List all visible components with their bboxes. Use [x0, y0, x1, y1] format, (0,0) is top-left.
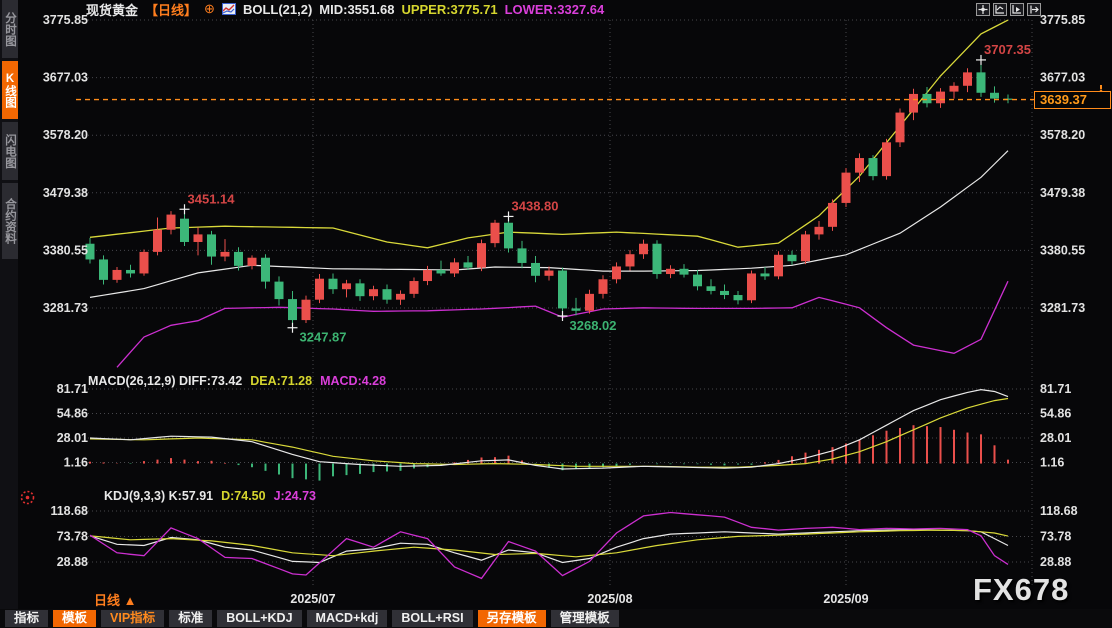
axis-tick-label: 81.71: [1040, 382, 1071, 396]
axis-tick-label: 28.01: [1040, 431, 1071, 445]
chart-header: 现货黄金 【日线】 ⊕ BOLL(21,2) MID:3551.68 UPPER…: [86, 1, 605, 18]
toolbar-button-1[interactable]: 指标: [5, 610, 49, 627]
axis-tick-label: 3479.38: [43, 186, 88, 200]
toolbar-button-3[interactable]: VIP指标: [101, 610, 165, 627]
axis-tick-label: 3677.03: [1040, 71, 1085, 85]
kdj-d-value: D:74.50: [221, 489, 266, 503]
sidebar-tab-2[interactable]: K线图: [2, 61, 18, 119]
x-axis-month-label: 2025/09: [823, 592, 868, 606]
axis-tick-label: 1.16: [64, 456, 88, 470]
fx678-watermark: FX678: [973, 572, 1070, 607]
macd-header: MACD(26,12,9) DIFF:73.42 DEA:71.28 MACD:…: [88, 374, 386, 388]
axis-tick-label: 3677.03: [43, 71, 88, 85]
current-price-tag: 3639.37: [1034, 91, 1111, 109]
toolbar-button-5[interactable]: BOLL+KDJ: [217, 610, 302, 627]
svg-text:3247.87: 3247.87: [300, 330, 347, 345]
boll-lower-value: LOWER:3327.64: [504, 1, 605, 17]
toolbar-button-7[interactable]: BOLL+RSI: [392, 610, 473, 627]
bottom-toolbar: 指标 模板 VIP指标 标准 BOLL+KDJ MACD+kdj BOLL+RSI 另存模板管…: [0, 609, 1112, 628]
crosshair-icon[interactable]: [976, 3, 990, 16]
axis-tick-label: 3578.20: [43, 128, 88, 142]
x-axis-month-label: 2025/07: [290, 592, 335, 606]
macd-diff-value: DIFF:73.42: [179, 374, 243, 388]
period-selector[interactable]: 【日线】: [145, 2, 198, 18]
axis-tick-label: 3281.73: [43, 301, 88, 315]
toolbar-button-6[interactable]: MACD+kdj: [306, 610, 388, 627]
axis-tick-label: 3578.20: [1040, 128, 1085, 142]
axis-tick-label: 73.78: [1040, 530, 1071, 544]
sidebar-tab-4[interactable]: 合约资料: [2, 183, 18, 259]
axis-tick-label: 28.88: [1040, 555, 1071, 569]
boll-mid-value: MID:3551.68: [319, 1, 395, 17]
macd-panel: [89, 388, 1009, 481]
kdj-k-value: K:57.91: [168, 489, 214, 503]
kdj-name: KDJ(9,3,3): [104, 489, 166, 503]
kdj-header: KDJ(9,3,3) K:57.91 D:74.50 J:24.73: [104, 489, 316, 503]
axis-tick-label: 28.01: [57, 431, 88, 445]
toolbar-button-9[interactable]: 管理模板: [550, 610, 619, 627]
axis-tick-label: 118.68: [50, 504, 88, 518]
sidebar: 分时图 K线图闪电图合约资料: [0, 0, 18, 628]
toolbar-button-4[interactable]: 标准: [169, 610, 213, 627]
toolbar-button-8[interactable]: 另存模板: [477, 610, 546, 627]
axis-tick-label: 3281.73: [1040, 301, 1085, 315]
chart-toolbar-icons: [976, 3, 1041, 16]
indicator-chart-icon[interactable]: [221, 3, 236, 15]
period-dropdown[interactable]: 日线 ▲: [94, 593, 137, 608]
kdj-j-value: J:24.73: [273, 489, 316, 503]
axis-tick-label: 73.78: [57, 530, 88, 544]
svg-text:3707.35: 3707.35: [984, 42, 1031, 57]
price-annotations: 3451.14 3438.80 3707.35 3247.87 3268.02: [179, 42, 1031, 345]
scale-right-icon[interactable]: [1010, 3, 1024, 16]
boll-label: BOLL(21,2): [242, 1, 313, 17]
axis-tick-label: 54.86: [57, 407, 88, 421]
pan-right-icon[interactable]: [1027, 3, 1041, 16]
axis-tick-label: 1.16: [1040, 456, 1064, 470]
axis-tick-label: 81.71: [57, 382, 88, 396]
sidebar-tab-3[interactable]: 闪电图: [2, 122, 18, 180]
macd-dea-value: DEA:71.28: [250, 374, 313, 388]
toolbar-button-2[interactable]: 模板: [53, 610, 97, 627]
macd-macd-value: MACD:4.28: [320, 374, 387, 388]
add-indicator-icon[interactable]: ⊕: [204, 1, 215, 16]
axis-tick-label: 3479.38: [1040, 186, 1085, 200]
x-axis-month-label: 2025/08: [587, 592, 632, 606]
kdj-panel: [89, 511, 1009, 580]
axis-tick-label: 3380.55: [43, 243, 88, 257]
macd-name: MACD(26,12,9): [88, 374, 176, 388]
svg-text:3438.80: 3438.80: [512, 198, 559, 213]
axis-tick-label: 3775.85: [1040, 13, 1085, 27]
sidebar-tab-1[interactable]: 分时图: [2, 0, 18, 58]
axis-tick-label: 118.68: [1040, 504, 1078, 518]
axis-tick-label: 28.88: [57, 555, 88, 569]
candles: [85, 59, 1013, 328]
boll-upper-value: UPPER:3775.71: [401, 1, 498, 17]
symbol-name: 现货黄金: [86, 2, 139, 18]
kdj-settings-icon[interactable]: [19, 489, 36, 506]
axis-labels: 3775.85 3775.85 3677.03 3677.03 3578.20 3578.…: [43, 13, 1085, 606]
scale-left-icon[interactable]: [993, 3, 1007, 16]
axis-tick-label: 3775.85: [43, 13, 88, 27]
axis-tick-label: 3380.55: [1040, 243, 1085, 257]
svg-text:3268.02: 3268.02: [570, 318, 617, 333]
axis-tick-label: 54.86: [1040, 407, 1071, 421]
svg-text:3451.14: 3451.14: [188, 191, 236, 206]
